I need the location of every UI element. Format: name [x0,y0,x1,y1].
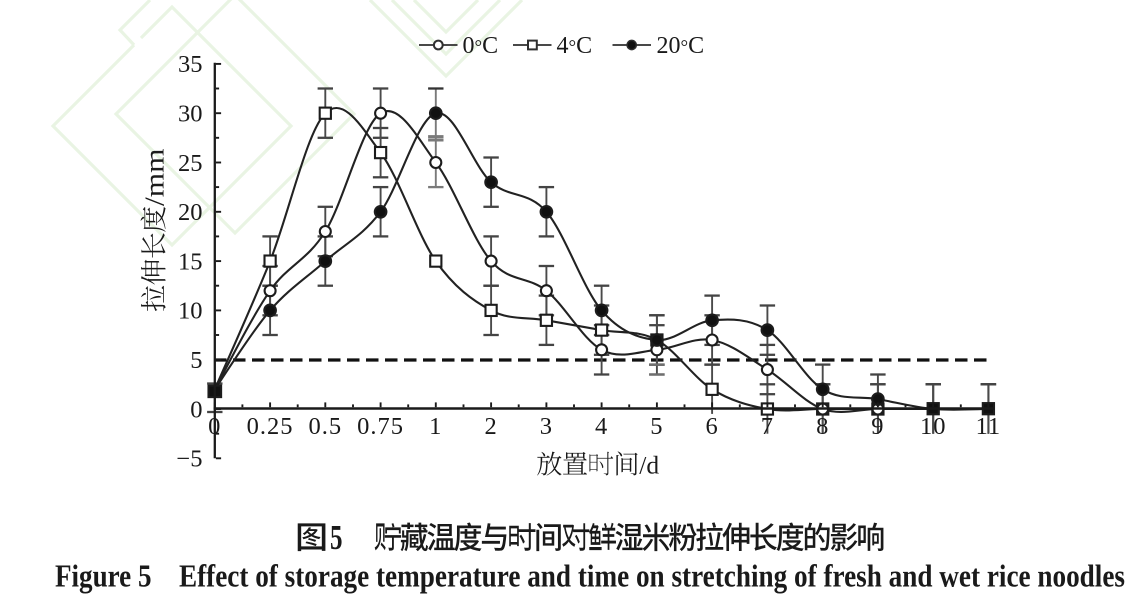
svg-text:5: 5 [190,347,202,374]
svg-text:0.5: 0.5 [308,413,342,440]
svg-text:20°C: 20°C [657,33,705,59]
svg-text:0: 0 [208,413,221,440]
svg-text:30: 30 [178,101,203,128]
svg-text:7: 7 [761,413,774,440]
svg-text:11: 11 [976,413,1002,440]
svg-text:5: 5 [650,413,663,440]
svg-text:3: 3 [540,413,553,440]
svg-text:5: 5 [330,518,343,557]
svg-text:1: 1 [429,413,442,440]
svg-text:10: 10 [920,413,947,440]
svg-text:−5: −5 [176,446,202,473]
svg-text:0: 0 [190,396,202,423]
svg-text:35: 35 [178,51,203,78]
svg-text:Figure 5: Figure 5 [55,559,152,594]
svg-text:9: 9 [871,413,884,440]
svg-text:15: 15 [178,248,203,275]
svg-text:Effect of storage temperature: Effect of storage temperature and time o… [179,559,1125,594]
svg-text:4°C: 4°C [557,33,593,59]
svg-text:25: 25 [178,150,203,177]
svg-text:20: 20 [178,199,203,226]
svg-text:/mm: /mm [140,149,170,207]
svg-text:10: 10 [178,298,203,325]
svg-text:8: 8 [816,413,829,440]
svg-text:/d: /d [639,451,659,480]
svg-text:0.75: 0.75 [357,413,404,440]
svg-text:0°C: 0°C [463,33,499,59]
svg-text:6: 6 [705,413,718,440]
svg-text:4: 4 [595,413,608,440]
svg-text:2: 2 [484,413,497,440]
svg-text:0.25: 0.25 [247,413,294,440]
